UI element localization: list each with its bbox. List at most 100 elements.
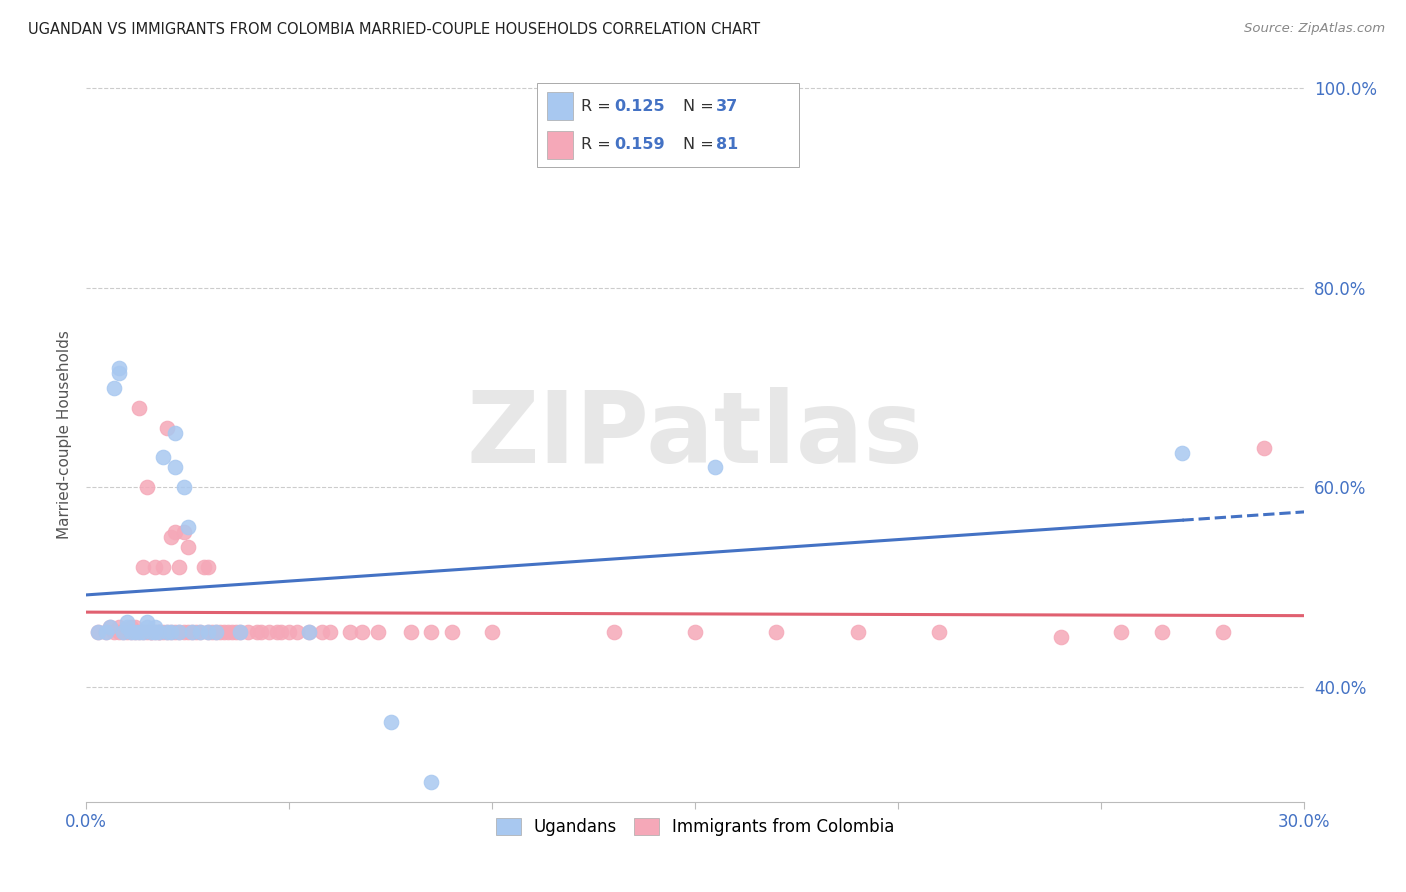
Point: [420, 774, 443, 789]
Point: [115, 625, 138, 640]
Point: [148, 625, 170, 640]
Point: [115, 620, 138, 634]
Point: [120, 625, 142, 640]
Point: [87, 625, 110, 640]
Point: [165, 425, 187, 440]
Text: Source: ZipAtlas.com: Source: ZipAtlas.com: [1244, 22, 1385, 36]
Point: [124, 620, 146, 634]
Point: [201, 625, 224, 640]
Point: [765, 625, 787, 640]
Text: ZIPatlas: ZIPatlas: [467, 386, 924, 483]
Point: [298, 625, 321, 640]
Point: [1111, 625, 1133, 640]
Legend: Ugandans, Immigrants from Colombia: Ugandans, Immigrants from Colombia: [488, 810, 903, 845]
Point: [107, 620, 129, 634]
Point: [225, 625, 247, 640]
Point: [285, 625, 308, 640]
Point: [209, 625, 232, 640]
Point: [136, 625, 159, 640]
Point: [367, 625, 389, 640]
Point: [160, 625, 183, 640]
Point: [311, 625, 333, 640]
Point: [139, 625, 162, 640]
Point: [257, 625, 280, 640]
Point: [128, 625, 150, 640]
Point: [420, 625, 443, 640]
Point: [318, 625, 340, 640]
Point: [132, 625, 155, 640]
Point: [148, 625, 170, 640]
Point: [103, 381, 125, 395]
Point: [229, 625, 252, 640]
Point: [165, 525, 187, 540]
Point: [143, 620, 166, 634]
Point: [339, 625, 361, 640]
Text: UGANDAN VS IMMIGRANTS FROM COLOMBIA MARRIED-COUPLE HOUSEHOLDS CORRELATION CHART: UGANDAN VS IMMIGRANTS FROM COLOMBIA MARR…: [28, 22, 761, 37]
Point: [1152, 625, 1174, 640]
Point: [1049, 630, 1071, 644]
Point: [352, 625, 374, 640]
Point: [704, 460, 727, 475]
Point: [180, 625, 202, 640]
Point: [176, 541, 198, 555]
Point: [96, 625, 118, 640]
Point: [107, 360, 129, 375]
Point: [683, 625, 706, 640]
Point: [169, 625, 191, 640]
Point: [107, 366, 129, 380]
Point: [176, 625, 198, 640]
Point: [238, 625, 260, 640]
Point: [115, 615, 138, 629]
Point: [197, 625, 219, 640]
Point: [440, 625, 463, 640]
Point: [197, 625, 219, 640]
Point: [246, 625, 269, 640]
Point: [111, 625, 134, 640]
Point: [165, 460, 187, 475]
Point: [128, 625, 150, 640]
Point: [96, 625, 118, 640]
Point: [176, 520, 198, 534]
Point: [1171, 445, 1194, 459]
Point: [139, 625, 162, 640]
Point: [160, 530, 183, 544]
Point: [132, 560, 155, 574]
Point: [169, 625, 191, 640]
Point: [87, 625, 110, 640]
Point: [217, 625, 239, 640]
Point: [103, 625, 125, 640]
Point: [1253, 441, 1275, 455]
Point: [173, 525, 195, 540]
Point: [173, 480, 195, 494]
Point: [270, 625, 292, 640]
Point: [380, 714, 402, 729]
Point: [399, 625, 422, 640]
Point: [136, 620, 159, 634]
Point: [132, 625, 155, 640]
Point: [212, 625, 235, 640]
Point: [193, 560, 215, 574]
Point: [124, 625, 146, 640]
Point: [169, 560, 191, 574]
Point: [152, 560, 174, 574]
Point: [143, 625, 166, 640]
Point: [481, 625, 503, 640]
Point: [266, 625, 288, 640]
Point: [107, 625, 129, 640]
Point: [100, 620, 122, 634]
Point: [136, 480, 159, 494]
Point: [249, 625, 271, 640]
Point: [188, 625, 211, 640]
Point: [603, 625, 626, 640]
Point: [120, 625, 142, 640]
Point: [156, 420, 179, 434]
Point: [156, 625, 179, 640]
Point: [165, 625, 187, 640]
Point: [197, 560, 219, 574]
Point: [928, 625, 950, 640]
Point: [188, 625, 211, 640]
Point: [136, 615, 159, 629]
Point: [139, 625, 162, 640]
Point: [143, 625, 166, 640]
Point: [143, 560, 166, 574]
